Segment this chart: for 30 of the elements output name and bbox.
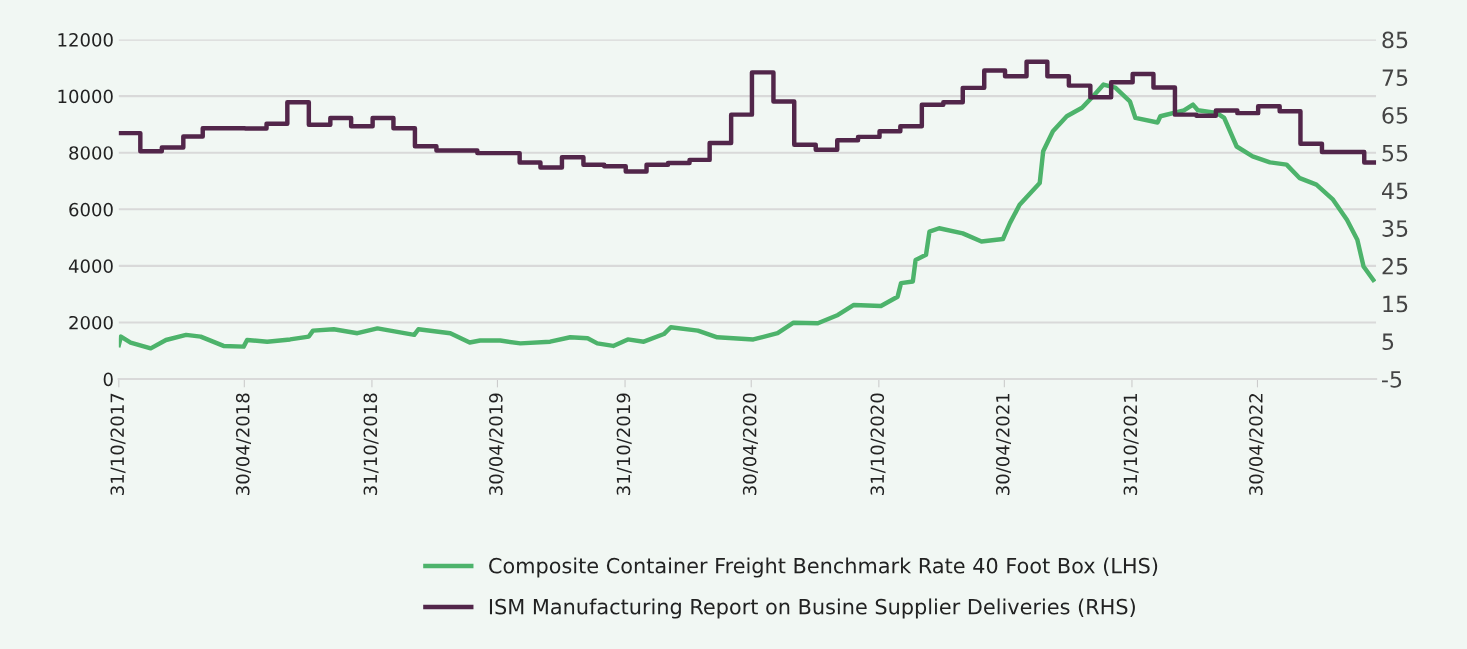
- y2-tick-label: 5: [1382, 333, 1394, 351]
- x-tick-label: 31/10/2020: [870, 393, 886, 495]
- y2-tick-label: 85: [1382, 31, 1408, 49]
- y-tick-label: 0: [103, 372, 113, 387]
- x-tick-label: 31/10/2021: [1123, 393, 1139, 495]
- y2-tick-label: 15: [1383, 295, 1408, 313]
- y-tick-label: 6000: [69, 202, 113, 217]
- legend-label: Composite Container Freight Benchmark Rate 40 Foot Box (LHS): [489, 557, 1158, 578]
- x-tick-label: 30/04/2020: [742, 393, 758, 495]
- x-tick-label: 30/04/2022: [1249, 394, 1265, 495]
- y2-tick-label: 65: [1382, 106, 1408, 124]
- y-tick-label: 4000: [68, 259, 113, 273]
- y2-tick-label: 45: [1381, 182, 1408, 200]
- x-tick-label: 31/10/2017: [110, 393, 126, 495]
- y-tick-label: 12000: [58, 33, 113, 47]
- x-tick-label: 30/04/2018: [235, 393, 251, 495]
- y-tick-label: 2000: [69, 315, 113, 330]
- y2-tick-label: -5: [1381, 371, 1402, 388]
- y-tick-label: 8000: [69, 146, 113, 160]
- line-series: [118, 82, 1376, 351]
- y2-tick-label: 25: [1382, 257, 1408, 275]
- y-tick-label: 10000: [58, 89, 113, 104]
- x-tick-label: 30/04/2019: [489, 393, 505, 495]
- y2-tick-label: 55: [1382, 144, 1408, 162]
- x-tick-label: 31/10/2019: [616, 393, 632, 495]
- y2-tick-label: 35: [1382, 220, 1408, 237]
- y2-tick-label: 75: [1382, 69, 1408, 87]
- x-tick-label: 31/10/2018: [363, 393, 379, 495]
- legend-label: ISM Manufacturing Report on Busine Supplier Deliveries (RHS): [489, 598, 1135, 619]
- x-tick-label: 30/04/2021: [995, 393, 1012, 495]
